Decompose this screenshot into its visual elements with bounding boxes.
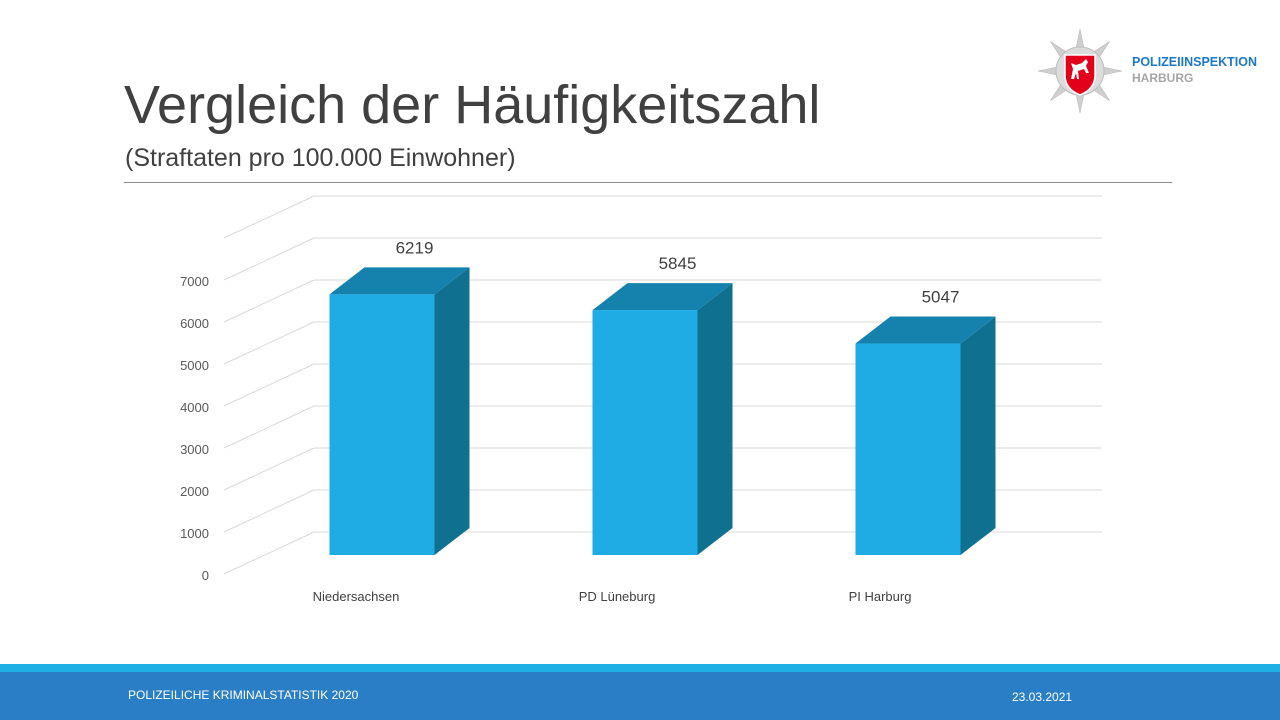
footer-date: 23.03.2021 [1012,690,1073,704]
footer-accent-bar [0,664,1280,672]
y-tick-label-4: 4000 [180,400,209,415]
gridline-diagonal-3 [223,405,315,449]
gridline-diagonal-1 [223,489,315,533]
bar-side-2 [960,316,996,555]
bar-side-0 [434,267,470,555]
data-label-1: 5845 [659,254,697,273]
police-logo: POLIZEIINSPEKTION HARBURG [1036,28,1276,118]
footer-title: POLIZEILICHE KRIMINALSTATISTIK 2020 [128,688,359,702]
gridline-diagonal-0 [223,531,315,575]
page-title: Vergleich der Häufigkeitszahl [124,75,821,135]
title-divider [124,182,1172,183]
gridline-diagonal-6 [223,279,315,323]
y-tick-label-1: 1000 [180,526,209,541]
gridline-diagonal-2 [223,447,315,491]
bar-2 [855,343,961,555]
page-subtitle: (Straftaten pro 100.000 Einwohner) [125,144,516,172]
gridline-diagonal-7 [223,237,315,281]
y-tick-label-2: 2000 [180,484,209,499]
bar-0 [329,294,435,555]
x-tick-label-0: Niedersachsen [313,589,400,604]
bar-top-0 [329,267,470,295]
gridline-diagonal-5 [223,321,315,365]
bar-side-1 [697,283,733,555]
y-tick-label-5: 5000 [180,358,209,373]
footer-bar: POLIZEILICHE KRIMINALSTATISTIK 2020 23.0… [0,672,1280,720]
y-tick-label-6: 6000 [180,316,209,331]
data-label-2: 5047 [922,288,960,307]
y-tick-label-3: 3000 [180,442,209,457]
police-star-icon [1037,28,1123,114]
bar-1 [592,310,698,555]
bar-top-1 [592,283,733,311]
bar-top-2 [855,316,996,344]
y-tick-label-7: 7000 [180,274,209,289]
logo-line-2: HARBURG [1132,71,1194,85]
y-tick-label-0: 0 [202,568,209,583]
gridline-diagonal-8 [223,195,315,239]
x-tick-label-1: PD Lüneburg [579,589,656,604]
data-label-0: 6219 [396,238,434,257]
x-tick-label-2: PI Harburg [849,589,912,604]
gridline-diagonal-4 [223,363,315,407]
logo-line-1: POLIZEIINSPEKTION [1132,55,1258,69]
